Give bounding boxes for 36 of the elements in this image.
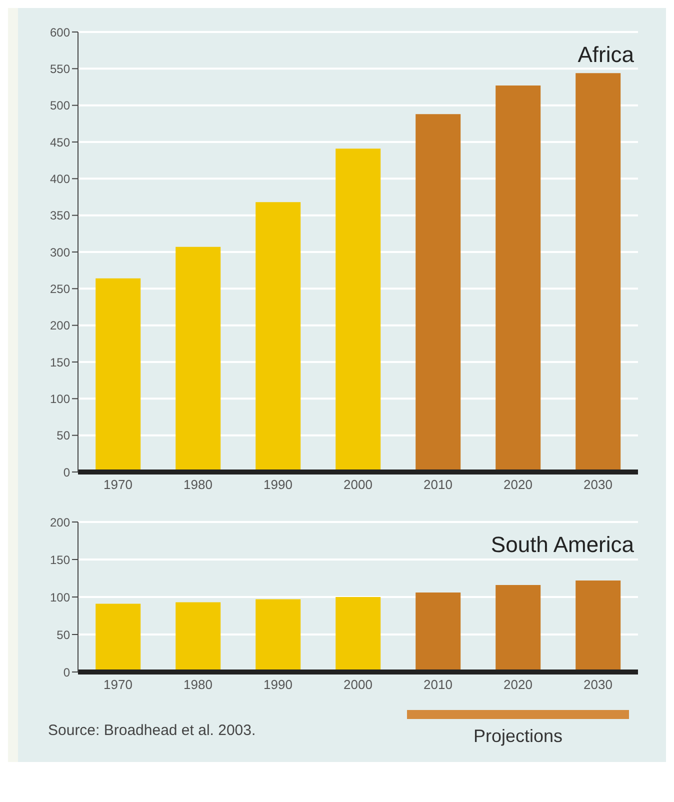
x-tick-label: 1990 xyxy=(264,677,292,692)
x-tick-label: 1980 xyxy=(184,477,212,492)
x-tick-label: 2000 xyxy=(344,677,372,692)
text: Africa xyxy=(578,42,634,68)
x-tick-label: 1990 xyxy=(264,477,292,492)
x-tick-label: 2030 xyxy=(584,477,612,492)
y-tick-label: 0 xyxy=(63,665,70,680)
source-note: Source: Broadhead et al. 2003. xyxy=(48,722,256,739)
y-tick-label: 100 xyxy=(50,392,70,406)
y-tick-label: 300 xyxy=(50,245,70,260)
y-tick-label: 50 xyxy=(56,428,70,443)
x-tick-label: 1970 xyxy=(104,477,132,492)
y-tick-label: 150 xyxy=(50,552,70,567)
y-tick-label: 200 xyxy=(50,318,70,333)
x-tick-label: 2020 xyxy=(504,677,532,692)
x-tick-label: 2020 xyxy=(504,477,532,492)
x-tick-label: 2010 xyxy=(424,477,452,492)
y-tick-label: 400 xyxy=(50,172,70,186)
y-tick-label: 450 xyxy=(50,135,70,150)
text: South America xyxy=(490,532,634,558)
y-tick-label: 100 xyxy=(50,590,70,604)
y-tick-label: 0 xyxy=(63,465,70,480)
y-tick-label: 350 xyxy=(50,208,70,223)
text: Projections xyxy=(472,726,564,747)
x-tick-label: 1970 xyxy=(104,677,132,692)
y-tick-label: 500 xyxy=(50,98,70,113)
y-tick-label: 600 xyxy=(50,25,70,40)
y-tick-label: 50 xyxy=(56,628,70,642)
y-tick-label: 550 xyxy=(50,62,70,76)
y-tick-label: 200 xyxy=(50,515,70,530)
y-tick-label: 250 xyxy=(50,282,70,296)
x-tick-label: 2000 xyxy=(344,477,372,492)
x-tick-label: 2010 xyxy=(424,677,452,692)
x-tick-label: 1980 xyxy=(184,677,212,692)
y-tick-label: 150 xyxy=(50,355,70,370)
x-tick-label: 2030 xyxy=(584,677,612,692)
